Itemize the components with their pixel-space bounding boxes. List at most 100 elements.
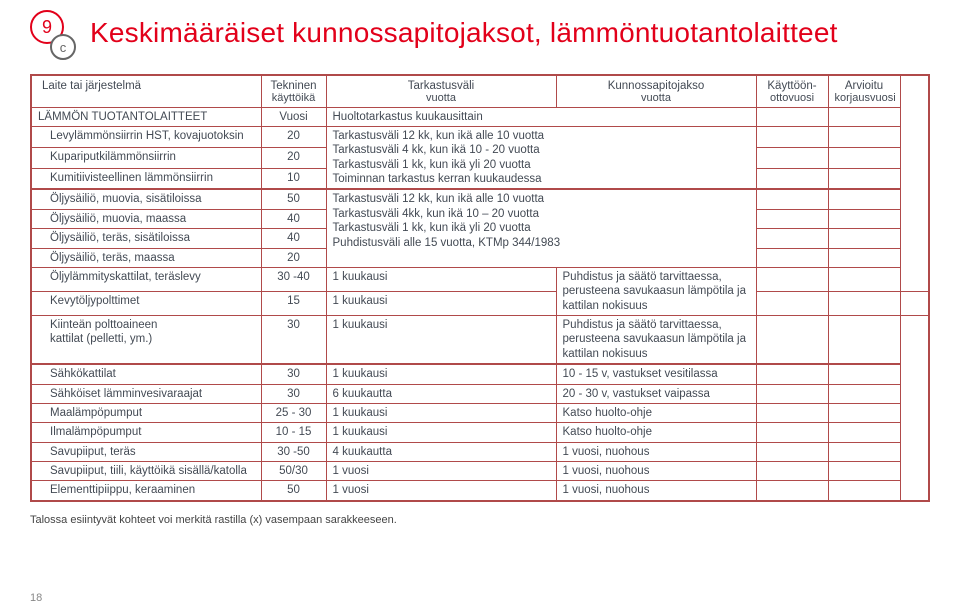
empty-cell [828, 423, 900, 442]
device-name-cell: LÄMMÖN TUOTANTOLAITTEET [31, 107, 261, 126]
inspection-interval-cell: 1 kuukausi [326, 291, 556, 315]
table-header-cell: Kunnossapitojaksovuotta [556, 75, 756, 107]
lifespan-cell: 30 -50 [261, 442, 326, 461]
table-row: LÄMMÖN TUOTANTOLAITTEETVuosiHuoltotarkas… [31, 107, 929, 126]
empty-cell [756, 189, 828, 209]
table-header-cell: Arvioitukorjausvuosi [828, 75, 900, 107]
page-number: 18 [30, 592, 42, 604]
empty-cell [828, 126, 900, 147]
table-row: Ilmalämpöpumput10 - 151 kuukausiKatso hu… [31, 423, 929, 442]
empty-cell [828, 267, 900, 291]
table-row: Savupiiput, tiili, käyttöikä sisällä/kat… [31, 462, 929, 481]
maintenance-period-cell: Katso huolto-ohje [556, 403, 756, 422]
footnote: Talossa esiintyvät kohteet voi merkitä r… [30, 514, 930, 526]
inspection-interval-cell: Tarkastusväli 12 kk, kun ikä alle 10 vuo… [326, 189, 756, 267]
device-name-cell: Öljysäiliö, muovia, sisätiloissa [31, 189, 261, 209]
lifespan-cell: 40 [261, 209, 326, 228]
maintenance-period-cell: 10 - 15 v, vastukset vesitilassa [556, 364, 756, 384]
empty-cell [828, 481, 900, 501]
table-header-cell: Tekninenkäyttöikä [261, 75, 326, 107]
maintenance-period-cell: Puhdistus ja säätö tarvittaessa, peruste… [556, 316, 756, 365]
device-name-cell: Öljysäiliö, muovia, maassa [31, 209, 261, 228]
empty-cell [756, 364, 828, 384]
inspection-interval-cell: Tarkastusväli 12 kk, kun ikä alle 10 vuo… [326, 126, 756, 189]
table-row: Elementtipiippu, keraaminen501 vuosi1 vu… [31, 481, 929, 501]
empty-cell [828, 462, 900, 481]
empty-cell [828, 189, 900, 209]
device-name-cell: Elementtipiippu, keraaminen [31, 481, 261, 501]
section-badge: 9 c [30, 10, 76, 56]
table-header-cell: Käyttöön-ottovuosi [756, 75, 828, 107]
empty-cell [828, 291, 900, 315]
table-header: Laite tai järjestelmäTekninenkäyttöikäTa… [31, 75, 929, 107]
lifespan-cell: 10 [261, 168, 326, 189]
inspection-interval-cell: 1 kuukausi [326, 267, 556, 291]
table-row: Sähkökattilat301 kuukausi10 - 15 v, vast… [31, 364, 929, 384]
table-body: LÄMMÖN TUOTANTOLAITTEETVuosiHuoltotarkas… [31, 107, 929, 501]
device-name-cell: Sähköiset lämminvesivaraajat [31, 384, 261, 403]
maintenance-period-cell: 1 vuosi, nuohous [556, 462, 756, 481]
empty-cell [900, 291, 929, 315]
device-name-cell: Maalämpöpumput [31, 403, 261, 422]
inspection-interval-cell: 1 vuosi [326, 462, 556, 481]
lifespan-cell: 30 -40 [261, 267, 326, 291]
empty-cell [756, 267, 828, 291]
inspection-interval-cell: Huoltotarkastus kuukausittain [326, 107, 756, 126]
empty-cell [828, 384, 900, 403]
empty-cell [756, 229, 828, 248]
empty-cell [756, 248, 828, 267]
empty-cell [828, 209, 900, 228]
table-row: Öljylämmityskattilat, teräslevy30 -401 k… [31, 267, 929, 291]
lifespan-cell: 30 [261, 384, 326, 403]
lifespan-cell: 50 [261, 481, 326, 501]
empty-cell [756, 107, 828, 126]
lifespan-cell: 15 [261, 291, 326, 315]
device-name-cell: Kupariputkilämmönsiirrin [31, 147, 261, 168]
empty-cell [756, 209, 828, 228]
table-row: Sähköiset lämminvesivaraajat306 kuukautt… [31, 384, 929, 403]
device-name-cell: Savupiiput, tiili, käyttöikä sisällä/kat… [31, 462, 261, 481]
inspection-interval-cell: 1 kuukausi [326, 316, 556, 365]
table-row: Öljysäiliö, muovia, sisätiloissa50Tarkas… [31, 189, 929, 209]
empty-cell [828, 168, 900, 189]
lifespan-cell: 50 [261, 189, 326, 209]
lifespan-cell: 10 - 15 [261, 423, 326, 442]
device-name-cell: Savupiiput, teräs [31, 442, 261, 461]
inspection-interval-cell: 1 kuukausi [326, 364, 556, 384]
lifespan-cell: 30 [261, 316, 326, 365]
maintenance-period-cell: Puhdistus ja säätö tarvittaessa, peruste… [556, 267, 756, 315]
empty-cell [756, 168, 828, 189]
inspection-interval-cell: 4 kuukautta [326, 442, 556, 461]
empty-cell [828, 403, 900, 422]
empty-cell [828, 316, 900, 365]
inspection-interval-cell: 1 vuosi [326, 481, 556, 501]
empty-cell [828, 442, 900, 461]
device-name-cell: Kevytöljypolttimet [31, 291, 261, 315]
lifespan-cell: 40 [261, 229, 326, 248]
lifespan-cell: 20 [261, 147, 326, 168]
device-name-cell: Öljylämmityskattilat, teräslevy [31, 267, 261, 291]
table-row: Kiinteän polttoaineen kattilat (pelletti… [31, 316, 929, 365]
empty-cell [756, 126, 828, 147]
lifespan-cell: 25 - 30 [261, 403, 326, 422]
device-name-cell: Kumitiivisteellinen lämmönsiirrin [31, 168, 261, 189]
maintenance-period-cell: Katso huolto-ohje [556, 423, 756, 442]
empty-cell [756, 316, 828, 365]
empty-cell [756, 384, 828, 403]
device-name-cell: Levylämmönsiirrin HST, kovajuotoksin [31, 126, 261, 147]
inspection-interval-cell: 1 kuukausi [326, 423, 556, 442]
device-name-cell: Sähkökattilat [31, 364, 261, 384]
device-name-cell: Öljysäiliö, teräs, maassa [31, 248, 261, 267]
empty-cell [756, 147, 828, 168]
empty-cell [756, 462, 828, 481]
empty-cell [828, 248, 900, 267]
device-name-cell: Kiinteän polttoaineen kattilat (pelletti… [31, 316, 261, 365]
lifespan-cell: 50/30 [261, 462, 326, 481]
table-row: Levylämmönsiirrin HST, kovajuotoksin20Ta… [31, 126, 929, 147]
lifespan-cell: 20 [261, 248, 326, 267]
page-header: 9 c Keskimääräiset kunnossapitojaksot, l… [30, 10, 930, 56]
empty-cell [828, 364, 900, 384]
inspection-interval-cell: 1 kuukausi [326, 403, 556, 422]
empty-cell [756, 291, 828, 315]
empty-cell [756, 423, 828, 442]
